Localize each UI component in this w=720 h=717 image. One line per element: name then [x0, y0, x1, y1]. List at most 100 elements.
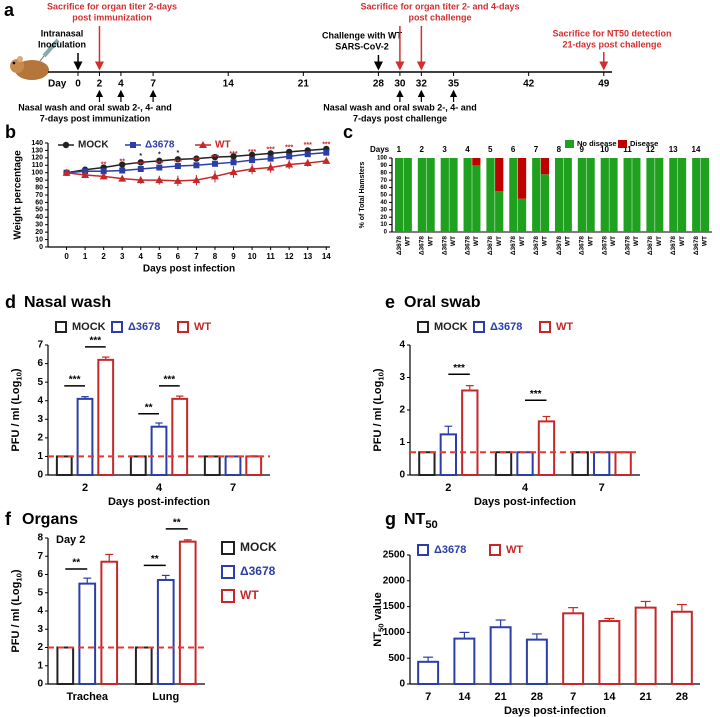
y-tick-label: 1: [37, 451, 43, 462]
legend-label: WT: [215, 140, 231, 151]
y-tick-label: 6: [37, 569, 43, 580]
marker: [230, 159, 237, 166]
legend-swatch: [111, 321, 123, 333]
bar: [171, 397, 189, 477]
significance: ***: [90, 335, 102, 346]
legend-swatch: [417, 544, 429, 556]
bar: [203, 455, 221, 476]
marker: [323, 149, 330, 156]
y-axis-label-part: PFU / ml (Log: [10, 381, 22, 452]
x-tick-label: Δ3678: [556, 236, 563, 256]
marker: [322, 156, 331, 164]
x-tick-label: Δ3678: [487, 236, 494, 256]
x-tick-label: 7: [425, 691, 431, 703]
panel-letter: e: [385, 292, 395, 312]
bar-segment: [394, 158, 404, 232]
legend-swatch: [221, 541, 235, 555]
x-tick-label: WT: [564, 236, 571, 246]
bar: [134, 646, 153, 685]
y-tick-label: 140: [31, 140, 43, 147]
x-tick-label: Δ3678: [419, 236, 426, 256]
bar: [670, 610, 693, 686]
x-tick-label: Δ3678: [693, 236, 700, 256]
y-tick-label: 4: [399, 340, 405, 351]
bar: [56, 646, 75, 685]
bar-segment: [472, 158, 481, 166]
y-axis-label-part: 50: [376, 623, 385, 632]
bar-segment: [632, 158, 641, 232]
day-label: 7: [534, 145, 539, 154]
event-text: Inoculation: [38, 39, 86, 49]
x-tick-label: 7: [194, 252, 199, 261]
y-axis-label-part: 10: [376, 372, 385, 381]
event-text: Nasal wash and oral swab 2-, 4- and: [323, 102, 477, 112]
x-tick-label: WT: [473, 236, 480, 246]
bar-segment: [554, 158, 564, 232]
significance: **: [151, 554, 159, 565]
bar-segment: [517, 158, 527, 199]
bar-segment: [440, 158, 449, 232]
significance: ***: [211, 155, 219, 162]
legend-swatch: [539, 321, 551, 333]
legend-swatch: [55, 321, 67, 333]
bar-segment: [463, 158, 472, 232]
significance: ***: [322, 141, 330, 148]
bar-segment: [495, 191, 504, 232]
event-text: Challenge with WT: [322, 30, 403, 40]
y-tick-label: 130: [31, 147, 43, 154]
x-tick-label: WT: [702, 236, 709, 246]
x-tick-label: 4: [139, 252, 144, 261]
x-tick-label: Δ3678: [442, 236, 449, 256]
legend-label: MOCK: [72, 321, 106, 333]
marker: [62, 168, 71, 176]
y-tick-label: 5: [37, 377, 43, 388]
legend-swatch: [221, 589, 235, 603]
event-text: post immunization: [72, 12, 152, 22]
x-tick-label: 0: [64, 252, 69, 261]
marker: [267, 155, 274, 162]
bar: [224, 455, 242, 476]
panel-title-part: NT: [404, 511, 426, 528]
bar-segment: [700, 158, 710, 232]
y-tick-label: 8: [37, 533, 43, 544]
bar: [417, 660, 440, 686]
significance: ***: [453, 363, 465, 374]
significance: *: [158, 152, 161, 159]
marker: [119, 161, 126, 168]
legend-label: WT: [556, 321, 573, 333]
y-tick-label: 0: [37, 470, 43, 481]
legend-swatch: [417, 321, 429, 333]
x-tick-label: Lung: [152, 691, 179, 703]
day-label: 13: [669, 145, 678, 154]
x-tick-label: 28: [676, 691, 688, 703]
y-tick-label: 2: [399, 405, 405, 416]
event-text: Intranasal: [41, 28, 84, 38]
x-tick-label: 14: [322, 252, 331, 261]
bar-segment: [509, 158, 518, 232]
bar: [78, 582, 97, 685]
timeline-day: 21: [298, 79, 310, 90]
event-text: Nasal wash and oral swab 2-, 4- and: [18, 102, 172, 112]
timeline-day: 14: [223, 79, 235, 90]
legend-label: Δ3678: [240, 564, 276, 578]
timeline-day: 28: [373, 79, 385, 90]
y-tick-label: 70: [35, 192, 43, 199]
x-tick-label: 7: [230, 482, 236, 494]
y-tick-label: 2500: [383, 550, 406, 561]
significance: *: [139, 153, 142, 160]
bar-segment: [600, 158, 609, 232]
marker: [199, 141, 207, 148]
significance: ***: [248, 149, 256, 156]
event-text: 7-days post challenge: [353, 113, 447, 123]
legend-swatch: [221, 565, 235, 579]
y-tick-label: 100: [31, 170, 43, 177]
timeline-day: 49: [598, 79, 610, 90]
legend-label: MOCK: [434, 321, 468, 333]
y-tick-label: 90: [380, 163, 387, 169]
marker: [248, 151, 256, 159]
y-axis-label-part: NT: [372, 632, 384, 647]
y-tick-label: 5: [37, 587, 43, 598]
marker: [211, 153, 219, 161]
x-tick-label: WT: [404, 236, 411, 246]
